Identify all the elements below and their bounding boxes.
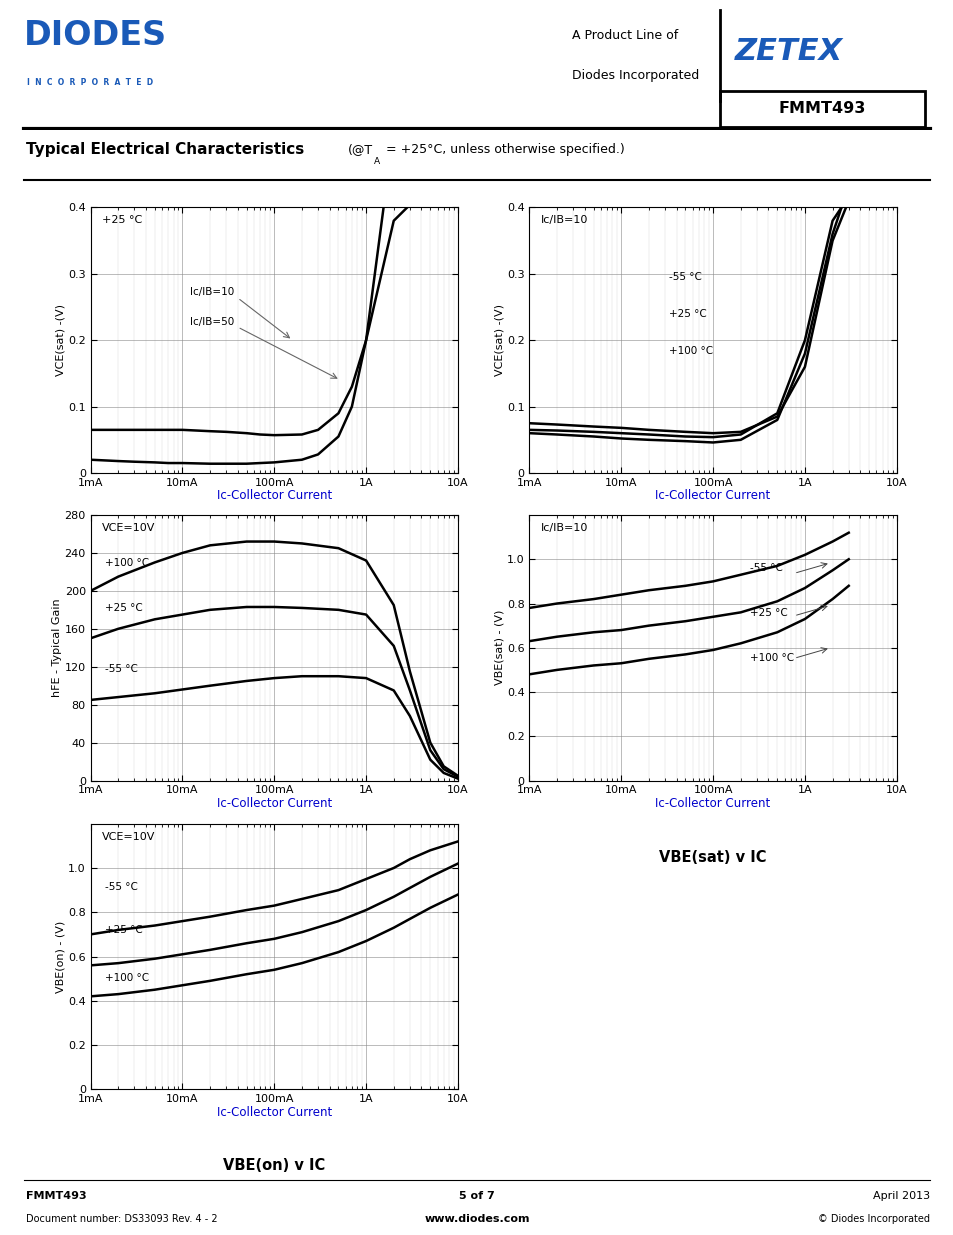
Text: (@T: (@T — [348, 143, 373, 157]
Text: April 2013: April 2013 — [872, 1192, 929, 1202]
Text: VBE(on) v IC: VBE(on) v IC — [223, 1158, 325, 1173]
Text: VCE(sat) v IC: VCE(sat) v IC — [220, 542, 328, 557]
Text: +25 °C: +25 °C — [668, 309, 706, 319]
Text: www.diodes.com: www.diodes.com — [424, 1214, 529, 1224]
Bar — [720, 91, 924, 127]
Text: = +25°C, unless otherwise specified.): = +25°C, unless otherwise specified.) — [381, 143, 623, 157]
Text: Ic/IB=10: Ic/IB=10 — [540, 215, 587, 226]
X-axis label: Ic-Collector Current: Ic-Collector Current — [216, 1105, 332, 1119]
Text: FMMT493: FMMT493 — [26, 1192, 87, 1202]
X-axis label: Ic-Collector Current: Ic-Collector Current — [216, 489, 332, 503]
Text: -55 °C: -55 °C — [105, 664, 138, 674]
Text: +25 °C: +25 °C — [102, 215, 142, 226]
Y-axis label: VCE(sat) -(V): VCE(sat) -(V) — [55, 304, 65, 377]
Text: Ic/IB=50: Ic/IB=50 — [190, 316, 233, 326]
Text: VCE=10V: VCE=10V — [102, 831, 154, 842]
Text: 5 of 7: 5 of 7 — [458, 1192, 495, 1202]
Text: -55 °C: -55 °C — [668, 272, 701, 282]
X-axis label: Ic-Collector Current: Ic-Collector Current — [216, 797, 332, 810]
Text: Ic/IB=10: Ic/IB=10 — [540, 522, 587, 534]
Text: Typical Electrical Characteristics: Typical Electrical Characteristics — [26, 142, 304, 157]
Y-axis label: hFE - Typical Gain: hFE - Typical Gain — [51, 599, 62, 697]
Text: VCE(sat) v IC: VCE(sat) v IC — [659, 542, 766, 557]
Text: A: A — [374, 157, 379, 165]
Text: +100 °C: +100 °C — [668, 346, 713, 356]
Text: Diodes Incorporated: Diodes Incorporated — [572, 69, 699, 82]
Text: +100 °C: +100 °C — [105, 558, 150, 568]
Text: © Diodes Incorporated: © Diodes Incorporated — [818, 1214, 929, 1224]
Text: ZETEX: ZETEX — [734, 37, 841, 67]
Text: +100 °C: +100 °C — [749, 653, 793, 663]
Text: +25 °C: +25 °C — [749, 609, 787, 619]
Text: I  N  C  O  R  P  O  R  A  T  E  D: I N C O R P O R A T E D — [27, 79, 152, 88]
Text: +25 °C: +25 °C — [105, 603, 143, 613]
Text: FMMT493: FMMT493 — [778, 101, 865, 116]
Y-axis label: VBE(sat) - (V): VBE(sat) - (V) — [494, 610, 503, 685]
Text: Document number: DS33093 Rev. 4 - 2: Document number: DS33093 Rev. 4 - 2 — [26, 1214, 217, 1224]
X-axis label: Ic-Collector Current: Ic-Collector Current — [655, 489, 770, 503]
Text: -55 °C: -55 °C — [749, 563, 781, 573]
Y-axis label: VBE(on) - (V): VBE(on) - (V) — [55, 920, 65, 993]
Y-axis label: VCE(sat) -(V): VCE(sat) -(V) — [494, 304, 503, 377]
Text: +25 °C: +25 °C — [105, 925, 143, 935]
Text: A Product Line of: A Product Line of — [572, 28, 678, 42]
Text: -55 °C: -55 °C — [105, 883, 138, 893]
Text: Ic/IB=10: Ic/IB=10 — [190, 288, 233, 298]
Text: VBE(sat) v IC: VBE(sat) v IC — [659, 850, 766, 864]
Text: +100 °C: +100 °C — [105, 973, 150, 983]
Text: VCE=10V: VCE=10V — [102, 522, 154, 534]
X-axis label: Ic-Collector Current: Ic-Collector Current — [655, 797, 770, 810]
Text: hFE V IC: hFE V IC — [240, 850, 308, 864]
Text: DIODES: DIODES — [24, 19, 167, 52]
